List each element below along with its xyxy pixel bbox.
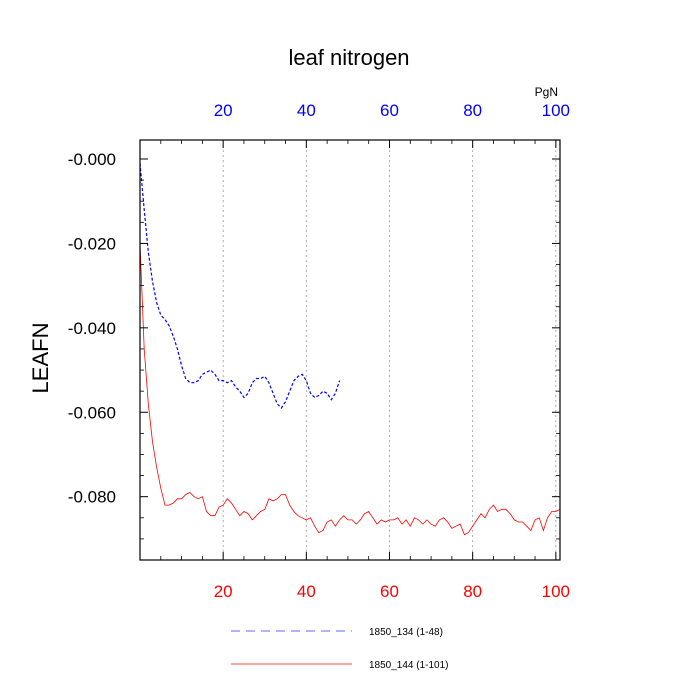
y-tick-label-0: -0.000 <box>68 150 116 169</box>
y-axis-label: LEAFN <box>28 323 53 394</box>
series-line-0 <box>139 163 341 409</box>
grid-lines <box>222 140 557 560</box>
x-tick-label-bottom-2: 60 <box>380 582 399 601</box>
legend: 1850_134 (1-48) 1850_144 (1-101) <box>231 627 449 671</box>
axes: 20 20 40 40 60 60 80 80 100 100 -0.000 -0.020 -0.040… <box>68 101 570 601</box>
x-tick-label-top-4: 100 <box>542 101 570 120</box>
series-lines <box>139 163 561 536</box>
top-axis-unit-label: PgN <box>535 85 558 99</box>
legend-label-0: 1850_134 (1-48) <box>369 627 443 638</box>
x-tick-label-bottom-0: 20 <box>214 582 233 601</box>
x-tick-label-bottom-3: 80 <box>463 582 482 601</box>
plot-frame <box>139 139 561 561</box>
x-tick-label-top-0: 20 <box>214 101 233 120</box>
series-line-1 <box>139 243 561 536</box>
y-tick-label-1: -0.020 <box>68 234 116 253</box>
y-tick-label-4: -0.080 <box>68 488 116 507</box>
chart-title: leaf nitrogen <box>288 45 409 70</box>
legend-label-1: 1850_144 (1-101) <box>369 660 449 671</box>
x-tick-label-bottom-4: 100 <box>542 582 570 601</box>
x-tick-label-top-3: 80 <box>463 101 482 120</box>
x-tick-label-bottom-1: 40 <box>297 582 316 601</box>
x-tick-label-top-2: 60 <box>380 101 399 120</box>
y-tick-label-3: -0.060 <box>68 403 116 422</box>
x-tick-label-top-1: 40 <box>297 101 316 120</box>
y-tick-label-2: -0.040 <box>68 319 116 338</box>
